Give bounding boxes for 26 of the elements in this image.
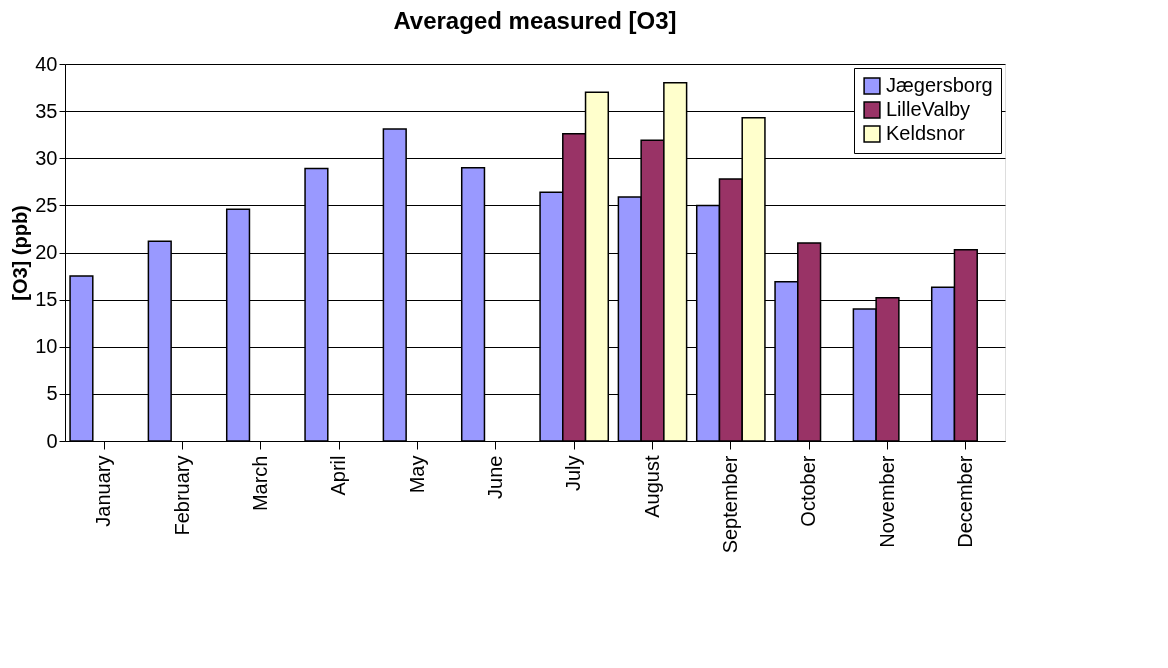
x-tick-label: October (797, 455, 820, 527)
x-tick-label: March (248, 455, 271, 512)
x-tick-label: December (953, 455, 976, 548)
y-tick-label: 10 (35, 335, 58, 358)
chart-title: Averaged measured [O3] (393, 7, 677, 34)
y-tick-label: 30 (35, 146, 58, 169)
legend-label: Keldsnor (886, 122, 966, 144)
x-tick-label: January (92, 455, 115, 527)
y-tick-label: 5 (46, 382, 58, 405)
legend-label: LilleValby (886, 98, 971, 120)
y-tick-label: 15 (35, 288, 58, 311)
x-tick-label: June (483, 455, 506, 499)
y-tick-label: 35 (35, 99, 58, 122)
x-tick-label: July (562, 455, 585, 492)
x-tick-label: February (170, 455, 193, 536)
x-tick-label: May (405, 455, 428, 494)
x-tick-label: November (875, 455, 898, 548)
x-tick-label: April (327, 455, 350, 496)
y-tick-label: 20 (35, 241, 58, 263)
y-tick-label: 0 (46, 429, 58, 452)
x-tick-label: August (640, 455, 663, 518)
y-tick-label: 25 (35, 193, 58, 216)
y-tick-label: 40 (35, 52, 58, 75)
y-axis-title: [O3] (ppb) (9, 205, 32, 301)
x-tick-label: September (718, 455, 741, 554)
legend-label: Jægersborg (886, 74, 993, 96)
